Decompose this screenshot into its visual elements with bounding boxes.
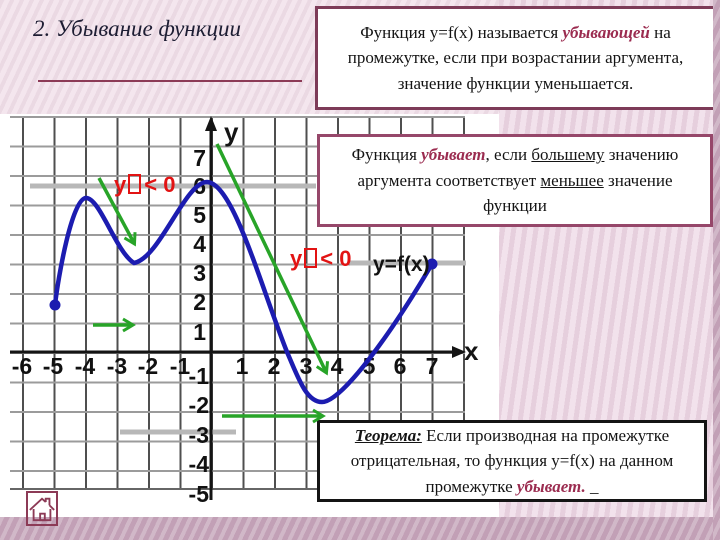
theorem-label: Теорема:	[354, 425, 422, 445]
definition-box: Функция y=f(x) называется убывающей на п…	[315, 6, 716, 110]
rule-emphasis: убывает	[421, 145, 486, 165]
rule-part2: , если	[485, 145, 532, 165]
definition-emphasis: убывающей	[562, 22, 650, 42]
rule-part1: Функция	[351, 145, 422, 165]
theorem-text: Теорема: Если производная на промежутке …	[330, 423, 694, 500]
missing-glyph-box-icon	[304, 248, 318, 268]
definition-part2: на промежутке, если при возрастании аргу…	[347, 22, 684, 93]
theorem-part1: Если производная на промежутке отрицател…	[350, 425, 674, 496]
rule-underline2: меньшее	[540, 170, 604, 190]
bottom-border-band	[0, 517, 720, 540]
derivative-note-prefix: y	[290, 246, 303, 271]
derivative-note-prefix: y	[114, 172, 127, 197]
theorem-box: Теорема: Если производная на промежутке …	[317, 420, 707, 502]
derivative-note-left: y < 0	[114, 172, 175, 198]
rule-part4: значение функции	[483, 170, 673, 216]
derivative-note-suffix: < 0	[144, 172, 176, 197]
theorem-emphasis: убывает.	[516, 476, 586, 496]
missing-glyph-box-icon	[128, 174, 142, 194]
theorem-tail: _	[585, 476, 599, 496]
definition-part1: Функция y=f(x) называется	[360, 22, 563, 42]
rule-text: Функция убывает, если большему значению …	[330, 142, 700, 219]
derivative-note-suffix: < 0	[320, 246, 352, 271]
rule-box: Функция убывает, если большему значению …	[317, 134, 713, 227]
page-title: 2. Убывание функции	[33, 16, 241, 41]
home-icon	[29, 496, 55, 521]
derivative-note-right: y < 0	[290, 246, 351, 272]
home-button[interactable]	[26, 491, 58, 526]
title-underline	[38, 80, 302, 82]
rule-underline1: большему	[531, 145, 605, 165]
definition-text: Функция y=f(x) называется убывающей на п…	[328, 20, 703, 97]
right-border-band	[713, 0, 720, 540]
